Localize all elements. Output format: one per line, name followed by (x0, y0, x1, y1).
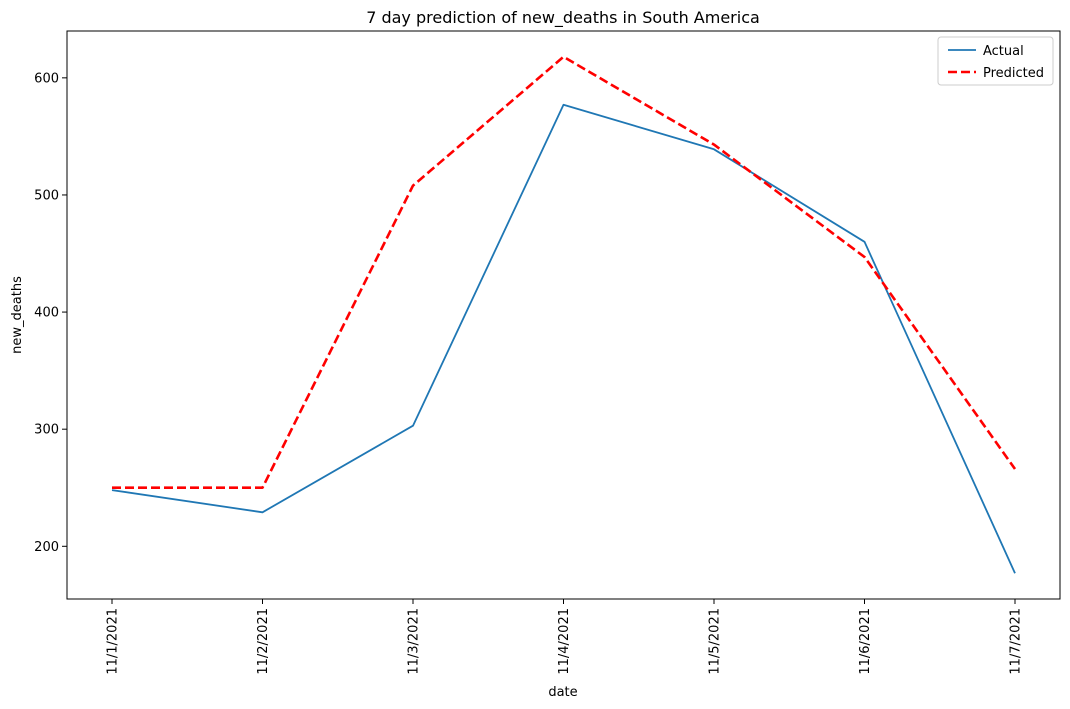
legend: Actual Predicted (937, 36, 1054, 86)
chart-title: 7 day prediction of new_deaths in South … (366, 8, 760, 28)
legend-label-predicted: Predicted (983, 66, 1044, 81)
y-tick-label: 200 (34, 540, 59, 555)
x-axis: 11/1/2021 11/2/2021 11/3/2021 11/4/2021 11/5… (106, 599, 1024, 675)
y-axis-label: new_deaths (10, 276, 25, 354)
x-axis-label: date (548, 685, 577, 700)
x-tick-label: 11/3/2021 (407, 608, 422, 675)
legend-label-actual: Actual (983, 44, 1024, 59)
series-line-actual (111, 103, 1016, 574)
x-tick-label: 11/4/2021 (557, 608, 572, 675)
x-tick-label: 11/7/2021 (1009, 608, 1024, 675)
y-tick-label: 600 (34, 71, 59, 86)
y-tick-label: 400 (34, 306, 59, 321)
series-line-predicted (112, 55, 1017, 490)
series-layer (111, 55, 1017, 574)
x-tick-label: 11/5/2021 (708, 608, 723, 675)
y-tick-label: 300 (34, 423, 59, 438)
plot-area (66, 30, 1061, 600)
x-tick-label: 11/2/2021 (256, 608, 271, 675)
x-tick-label: 11/1/2021 (106, 608, 121, 675)
y-axis: 200 300 400 500 600 (34, 71, 67, 555)
x-tick-label: 11/6/2021 (858, 608, 873, 675)
y-tick-label: 500 (34, 188, 59, 203)
